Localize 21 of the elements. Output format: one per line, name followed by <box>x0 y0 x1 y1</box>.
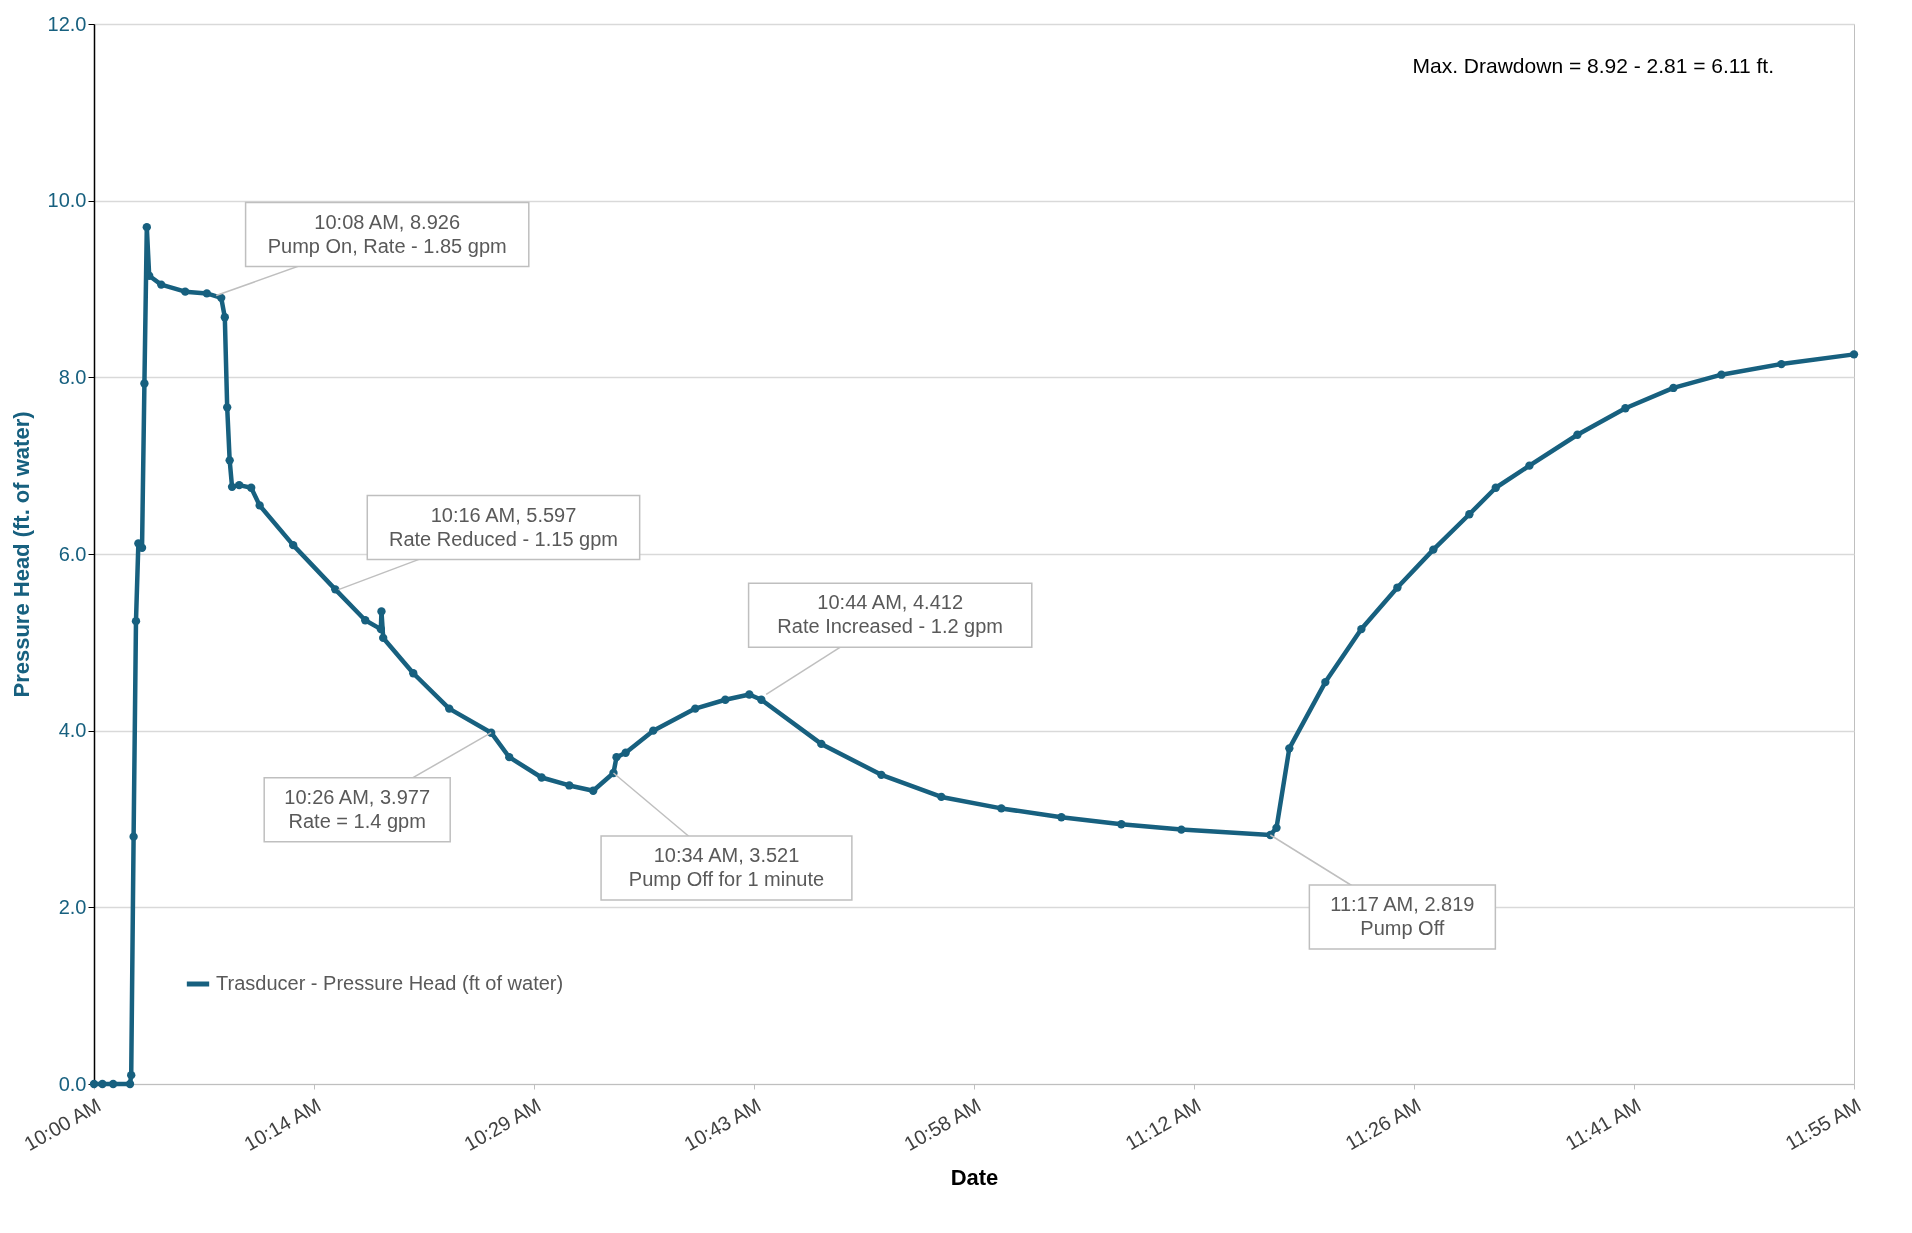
legend-label: Trasducer - Pressure Head (ft of water) <box>216 972 564 994</box>
annotation: Max. Drawdown = 8.92 - 2.81 = 6.11 ft. <box>1412 54 1774 77</box>
y-axis-title: Pressure Head (ft. of water) <box>8 411 34 698</box>
x-tick-label: 11:26 AM <box>1341 1093 1425 1155</box>
y-tick-label: 12.0 <box>47 12 87 35</box>
annotation: 10:26 AM, 3.977 Rate = 1.4 gpm <box>284 785 431 832</box>
annotation: 10:34 AM, 3.521 Pump Off for 1 minute <box>628 843 825 890</box>
y-tick-label: 4.0 <box>58 719 87 742</box>
x-tick-label: 11:12 AM <box>1121 1093 1205 1155</box>
x-axis-title: Date <box>950 1164 999 1190</box>
annotation: 10:08 AM, 8.926 Pump On, Rate - 1.85 gpm <box>267 210 507 257</box>
y-tick-label: 0.0 <box>58 1072 87 1095</box>
y-tick-label: 10.0 <box>47 189 87 212</box>
annotation: 10:44 AM, 4.412 Rate Increased - 1.2 gpm <box>777 591 1004 638</box>
y-tick-label: 2.0 <box>58 895 87 918</box>
x-tick-label: 11:41 AM <box>1561 1093 1645 1155</box>
x-tick-label: 10:29 AM <box>460 1093 545 1156</box>
annotation: 10:16 AM, 5.597 Rate Reduced - 1.15 gpm <box>388 503 618 550</box>
y-tick-label: 6.0 <box>58 542 87 565</box>
annotation: 11:17 AM, 2.819 Pump Off <box>1330 892 1475 939</box>
y-tick-label: 8.0 <box>58 365 87 388</box>
